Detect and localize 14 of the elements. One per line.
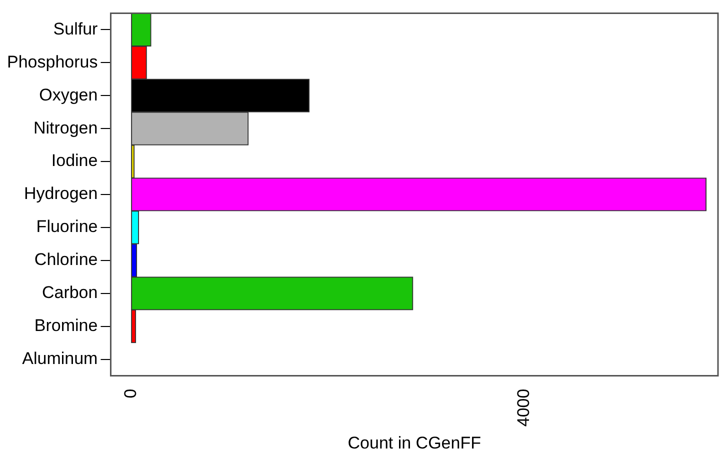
y-tick-label: Bromine (34, 316, 98, 336)
y-tick-label: Chlorine (34, 250, 98, 270)
y-tick-label: Iodine (51, 151, 98, 170)
y-tick-label: Carbon (42, 283, 98, 302)
x-axis-title: Count in CGenFF (348, 433, 481, 452)
y-tick-label: Fluorine (36, 217, 98, 236)
y-tick-label: Phosphorus (6, 52, 98, 72)
x-tick-label: 0 (121, 388, 140, 398)
x-tick-label: 4000 (514, 388, 534, 427)
y-tick-label: Oxygen (39, 85, 98, 104)
y-tick-label: Hydrogen (24, 184, 98, 204)
y-tick-label: Sulfur (53, 19, 98, 38)
y-tick-label: Nitrogen (33, 118, 98, 138)
y-tick-label: Aluminum (22, 348, 98, 368)
